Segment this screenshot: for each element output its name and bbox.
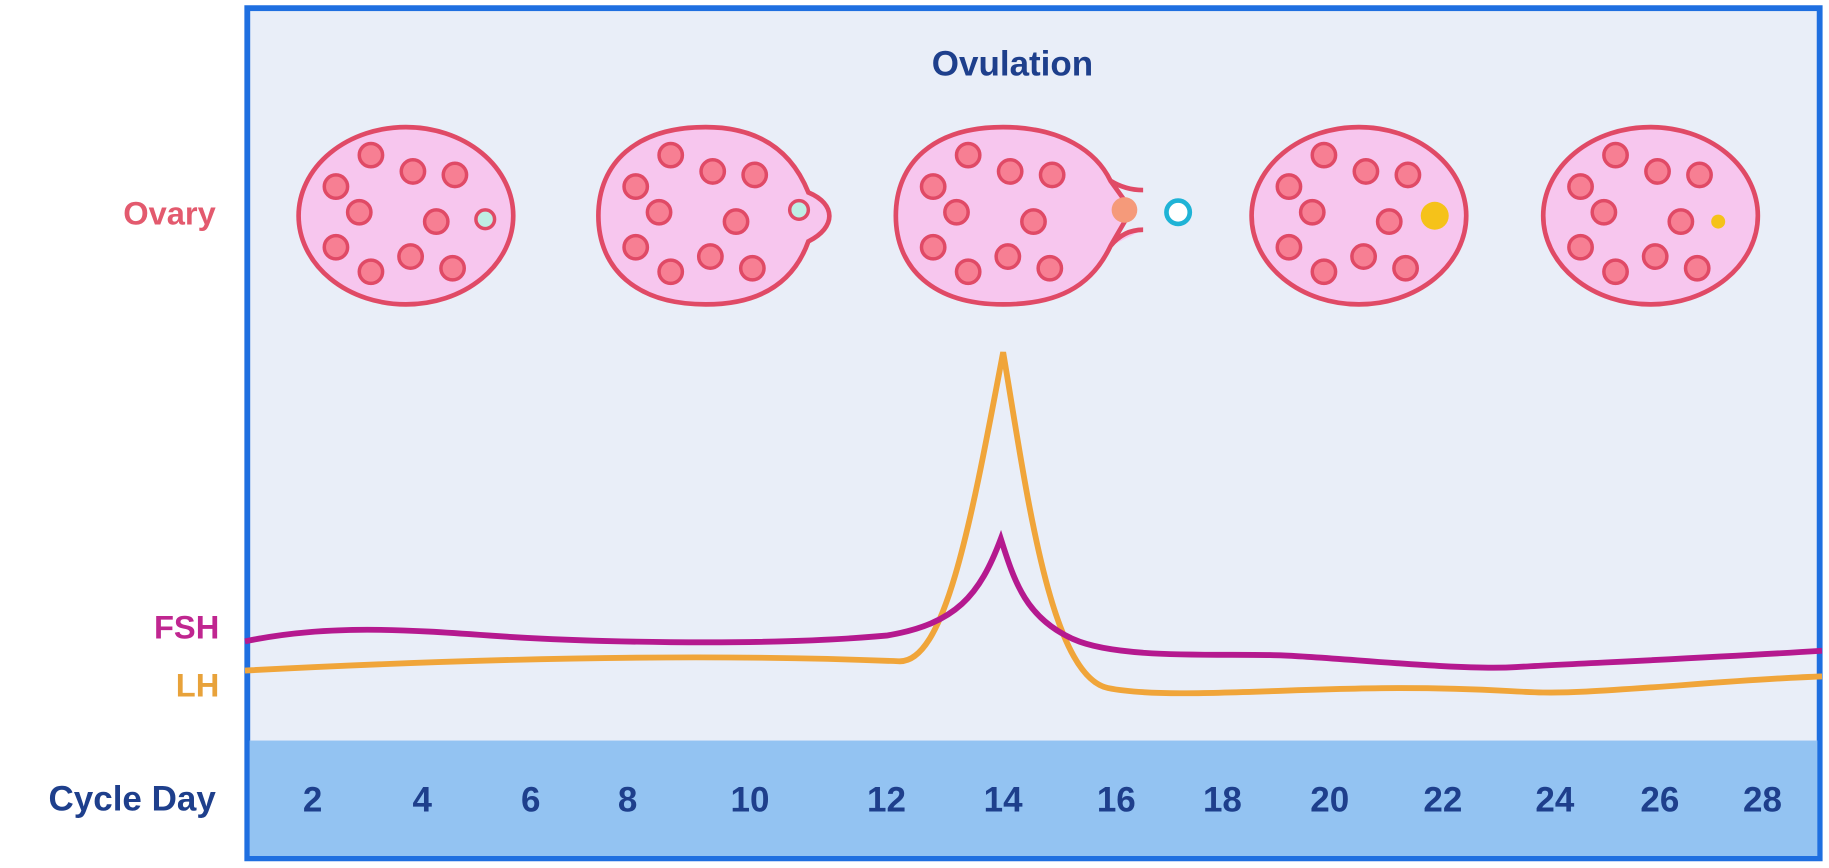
day-label: 24 <box>1535 781 1574 820</box>
follicle <box>1301 201 1324 224</box>
follicle <box>699 245 722 268</box>
follicle <box>443 163 466 186</box>
follicle <box>1277 175 1300 198</box>
ovary <box>1252 127 1467 304</box>
day-label: 28 <box>1743 781 1782 820</box>
follicle <box>1394 257 1417 280</box>
follicle <box>425 210 448 233</box>
follicle <box>1604 260 1627 283</box>
follicle <box>996 245 1019 268</box>
day-label: 8 <box>618 781 637 820</box>
follicle <box>1396 163 1419 186</box>
ovary-label: Ovary <box>123 194 216 231</box>
follicle <box>359 260 382 283</box>
day-label: 18 <box>1203 781 1242 820</box>
follicle <box>624 175 647 198</box>
cycle-day-label: Cycle Day <box>49 779 217 818</box>
follicle <box>921 236 944 259</box>
follicle <box>1644 245 1667 268</box>
day-label: 22 <box>1423 781 1462 820</box>
ovary <box>1543 127 1758 304</box>
follicle <box>1378 210 1401 233</box>
follicle <box>1592 201 1615 224</box>
diagram: Ovulation Ovary FSH LH Cycle Day 2468101… <box>0 0 1829 863</box>
follicle <box>945 201 968 224</box>
follicle <box>921 175 944 198</box>
day-label: 4 <box>413 781 433 820</box>
follicle <box>956 143 979 166</box>
follicle <box>1604 143 1627 166</box>
follicle <box>359 143 382 166</box>
day-band <box>250 741 1818 856</box>
follicle <box>741 257 764 280</box>
ovary-body <box>1543 127 1758 304</box>
page: {"header": {"title": "Ovulation"}, "labe… <box>0 0 1829 863</box>
follicle <box>1352 245 1375 268</box>
follicle <box>1686 257 1709 280</box>
follicle <box>1569 175 1592 198</box>
follicle <box>1038 257 1061 280</box>
follicle <box>743 163 766 186</box>
egg <box>790 201 809 220</box>
egg-released <box>1166 201 1189 224</box>
day-label: 2 <box>303 781 322 820</box>
follicle <box>998 160 1021 183</box>
day-label: 14 <box>984 781 1023 820</box>
fsh-label: FSH <box>154 608 219 645</box>
follicle <box>1312 260 1335 283</box>
follicle <box>401 160 424 183</box>
follicle <box>701 160 724 183</box>
day-label: 16 <box>1097 781 1136 820</box>
day-label: 26 <box>1640 781 1679 820</box>
follicle <box>441 257 464 280</box>
follicle <box>659 143 682 166</box>
follicle <box>1277 236 1300 259</box>
ovary <box>299 127 514 304</box>
follicle <box>348 201 371 224</box>
follicle <box>1669 210 1692 233</box>
title: Ovulation <box>932 45 1093 84</box>
follicle <box>1312 143 1335 166</box>
follicle <box>1040 163 1063 186</box>
day-label: 20 <box>1310 781 1349 820</box>
follicle <box>1022 210 1045 233</box>
day-label: 6 <box>521 781 540 820</box>
follicle <box>324 236 347 259</box>
follicle <box>647 201 670 224</box>
follicle-ruptured <box>1112 197 1138 223</box>
follicle <box>724 210 747 233</box>
follicle <box>624 236 647 259</box>
follicle <box>1688 163 1711 186</box>
corpus-luteum <box>1421 202 1449 230</box>
corpus-luteum <box>1711 215 1725 229</box>
follicle <box>1569 236 1592 259</box>
lh-label: LH <box>176 667 220 704</box>
day-label: 10 <box>731 781 770 820</box>
day-label: 12 <box>867 781 906 820</box>
follicle <box>324 175 347 198</box>
follicle <box>1354 160 1377 183</box>
follicle <box>659 260 682 283</box>
follicle <box>1646 160 1669 183</box>
follicle <box>956 260 979 283</box>
egg <box>476 210 495 229</box>
follicle <box>399 245 422 268</box>
